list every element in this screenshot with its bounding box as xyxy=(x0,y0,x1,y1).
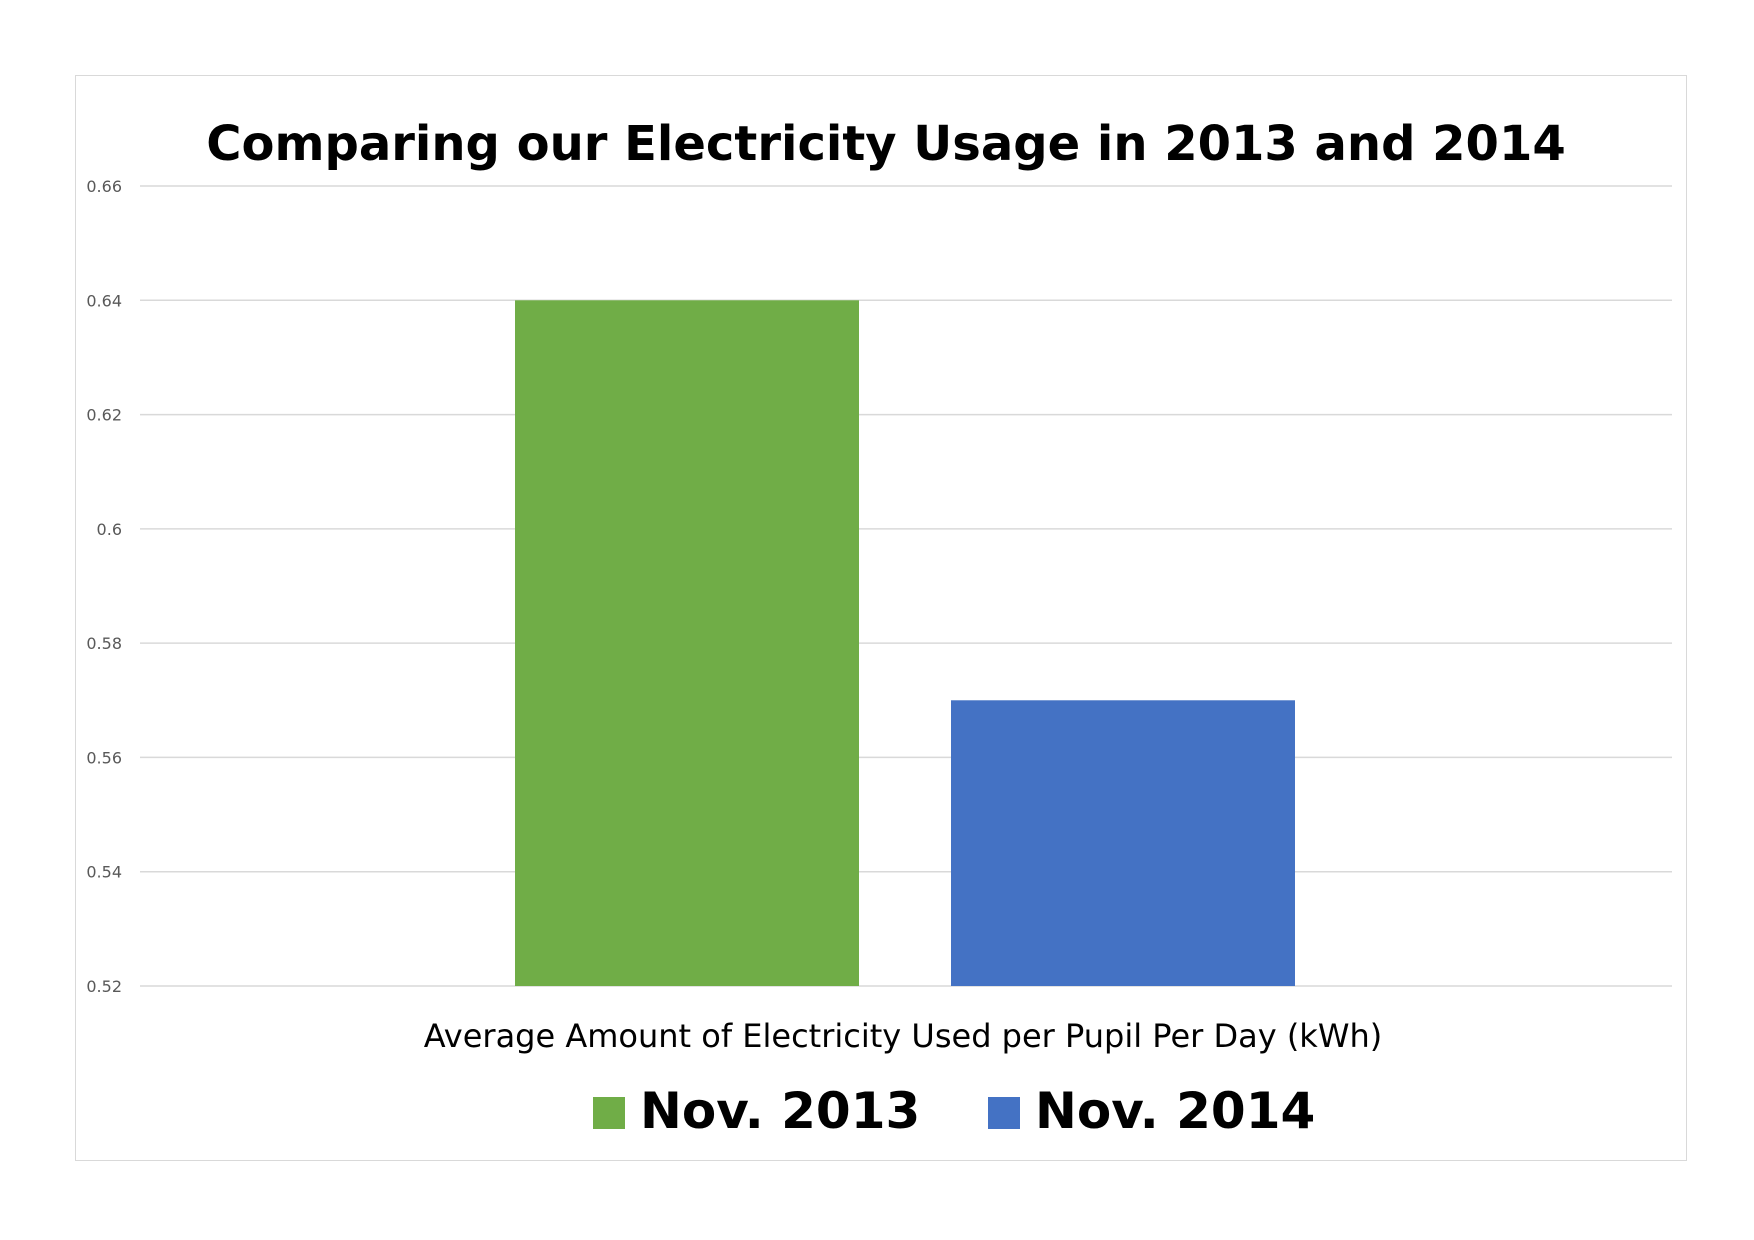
y-tick-label: 0.54 xyxy=(86,863,122,882)
y-tick-label: 0.58 xyxy=(86,634,122,653)
legend-swatch xyxy=(593,1097,625,1129)
legend-label: Nov. 2014 xyxy=(1035,1082,1315,1140)
x-axis-label: Average Amount of Electricity Used per P… xyxy=(424,1017,1382,1055)
chart-title: Comparing our Electricity Usage in 2013 … xyxy=(206,116,1565,172)
y-tick-label: 0.52 xyxy=(86,977,122,996)
chart-frame xyxy=(75,75,1687,1161)
y-tick-label: 0.64 xyxy=(86,291,122,310)
gridlines xyxy=(140,185,1672,987)
bar-nov-2013 xyxy=(515,300,859,986)
y-axis-ticks: 0.66 0.64 0.62 0.6 0.58 0.56 0.54 0.52 xyxy=(86,177,122,996)
y-tick-label: 0.66 xyxy=(86,177,122,196)
y-tick-label: 0.6 xyxy=(97,520,122,539)
legend-label: Nov. 2013 xyxy=(640,1082,920,1140)
legend: Nov. 2013 Nov. 2014 xyxy=(593,1082,1315,1140)
legend-swatch xyxy=(988,1097,1020,1129)
bar-nov-2014 xyxy=(951,700,1295,986)
y-tick-label: 0.62 xyxy=(86,406,122,425)
bars xyxy=(515,300,1295,986)
y-tick-label: 0.56 xyxy=(86,748,122,767)
